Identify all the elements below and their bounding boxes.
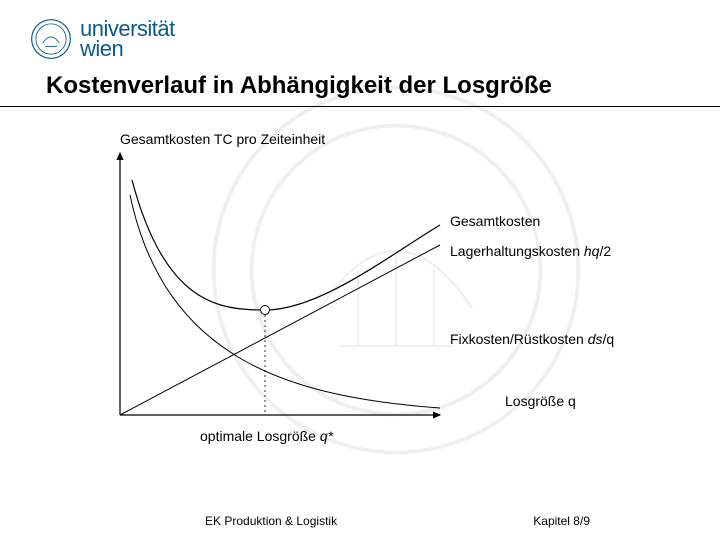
logo-line2: wien	[80, 36, 123, 61]
x-axis-label: Losgröße q	[505, 393, 576, 409]
total-cost-curve	[132, 180, 440, 310]
optimum-label: optimale Losgröße q*	[200, 428, 333, 444]
cost-curve-chart: Gesamtkosten TC pro Zeiteinheit Gesamtko…	[110, 135, 630, 435]
footer: EK Produktion & Logistik Kapitel 8/9	[0, 514, 720, 528]
header: universität wien	[0, 0, 720, 68]
slide-title: Kostenverlauf in Abhängigkeit der Losgrö…	[0, 68, 720, 100]
footer-right: Kapitel 8/9	[533, 514, 590, 528]
setup-cost-label: Fixkosten/Rüstkosten ds/q	[450, 331, 614, 347]
holding-cost-label: Lagerhaltungskosten hq/2	[450, 243, 611, 259]
footer-left: EK Produktion & Logistik	[205, 514, 337, 528]
university-seal-icon	[30, 18, 72, 60]
title-divider	[0, 106, 720, 107]
university-logo-text: universität wien	[80, 19, 175, 59]
chart-svg	[110, 135, 630, 435]
optimum-marker	[261, 306, 270, 315]
setup-cost-curve	[130, 195, 440, 408]
y-axis-label: Gesamtkosten TC pro Zeiteinheit	[120, 131, 325, 147]
total-cost-label: Gesamtkosten	[450, 213, 540, 229]
holding-cost-line	[120, 245, 440, 415]
